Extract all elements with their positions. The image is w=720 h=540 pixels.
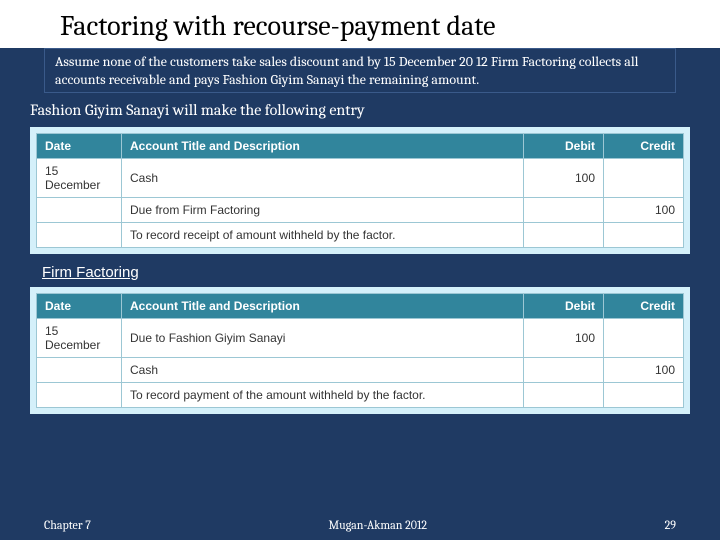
table-row: To record receipt of amount withheld by …: [37, 223, 684, 248]
footer: Chapter 7 Mugan-Akman 2012 29: [0, 518, 720, 532]
table-row: Cash 100: [37, 358, 684, 383]
footer-right: 29: [665, 518, 676, 532]
title-band: Factoring with recourse-payment date: [0, 0, 720, 48]
journal-2: Date Account Title and Description Debit…: [36, 293, 684, 408]
table-row: Due from Firm Factoring 100: [37, 198, 684, 223]
journal-1: Date Account Title and Description Debit…: [36, 133, 684, 248]
journal-2-wrap: Date Account Title and Description Debit…: [30, 287, 690, 414]
table-row: 15 December Cash 100: [37, 159, 684, 198]
journal-1-wrap: Date Account Title and Description Debit…: [30, 127, 690, 254]
th-debit: Debit: [524, 134, 604, 159]
entry1-lead: Fashion Giyim Sanayi will make the follo…: [30, 101, 690, 119]
th-credit: Credit: [604, 294, 684, 319]
th-desc: Account Title and Description: [122, 294, 524, 319]
assumption-box: Assume none of the customers take sales …: [44, 48, 676, 93]
footer-left: Chapter 7: [44, 518, 91, 532]
th-date: Date: [37, 134, 122, 159]
th-credit: Credit: [604, 134, 684, 159]
footer-center: Mugan-Akman 2012: [328, 518, 427, 532]
table-row: 15 December Due to Fashion Giyim Sanayi …: [37, 319, 684, 358]
entry2-label: Firm Factoring: [42, 264, 678, 281]
table-row: To record payment of the amount withheld…: [37, 383, 684, 408]
th-desc: Account Title and Description: [122, 134, 524, 159]
th-debit: Debit: [524, 294, 604, 319]
assumption-text: Assume none of the customers take sales …: [55, 53, 638, 88]
slide-title: Factoring with recourse-payment date: [60, 10, 680, 42]
th-date: Date: [37, 294, 122, 319]
